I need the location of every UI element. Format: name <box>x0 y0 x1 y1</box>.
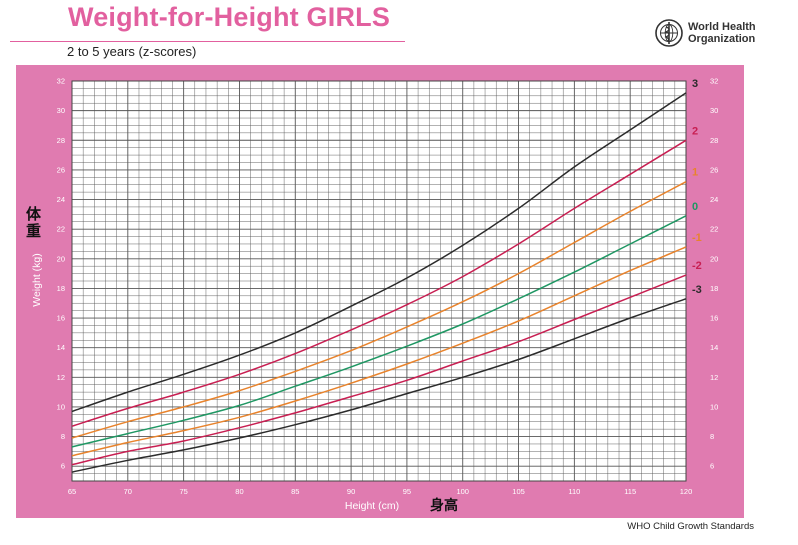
curve-labels: 3 2 1 0 -1 -2 -3 <box>692 78 702 296</box>
y-axis-label-cn-char-1: 体 <box>26 205 42 223</box>
x-axis-ticks: 65 70 75 80 85 90 95 100 105 110 115 120 <box>68 487 692 496</box>
x-tick-label: 105 <box>512 487 525 496</box>
page-title: Weight-for-Height GIRLS <box>68 2 391 32</box>
y-tick-label-right: 16 <box>710 314 718 323</box>
y-tick-label-left: 12 <box>57 373 65 382</box>
org-name-line1: World Health <box>688 21 756 33</box>
y-tick-label-right: 32 <box>710 77 718 86</box>
y-tick-label-left: 22 <box>57 225 65 234</box>
x-axis-label-cn: 身高 <box>430 497 458 514</box>
y-tick-label-right: 20 <box>710 254 718 263</box>
y-tick-label-left: 24 <box>57 195 65 204</box>
y-tick-label-left: 32 <box>57 77 65 86</box>
y-tick-label-right: 18 <box>710 284 718 293</box>
org-name: World Health Organization <box>688 21 756 45</box>
x-tick-label: 70 <box>124 487 132 496</box>
org-name-line2: Organization <box>688 33 756 45</box>
y-axis-label: Weight (kg) <box>31 253 43 307</box>
x-tick-label: 75 <box>179 487 187 496</box>
curve-label-z2: 2 <box>692 125 698 137</box>
y-tick-label-left: 26 <box>57 165 65 174</box>
chart-grid <box>71 80 687 482</box>
page-subtitle: 2 to 5 years (z-scores) <box>67 44 197 59</box>
curve-label-z1: 1 <box>692 167 698 179</box>
y-tick-label-right: 14 <box>710 343 718 352</box>
curve-z-2 <box>71 274 687 466</box>
y-tick-label-right: 24 <box>710 195 718 204</box>
y-tick-label-left: 18 <box>57 284 65 293</box>
weight-for-height-chart: 65 70 75 80 85 90 95 100 105 110 115 120 6810121416… <box>16 65 744 518</box>
y-tick-label-right: 30 <box>710 106 718 115</box>
y-tick-label-left: 20 <box>57 254 65 263</box>
x-tick-label: 115 <box>624 487 636 496</box>
y-tick-label-left: 16 <box>57 314 65 323</box>
y-axis-ticks-right: 6 8 10 12 14 16 18 20 22 24 26 28 30 32 <box>710 77 718 471</box>
x-tick-label: 65 <box>68 487 76 496</box>
curve-z-1 <box>71 246 687 457</box>
x-tick-label: 120 <box>680 487 693 496</box>
curve-label-z-2: -2 <box>692 260 702 272</box>
curve-z2 <box>71 139 687 427</box>
curve-z-3 <box>71 298 687 473</box>
x-tick-label: 80 <box>235 487 243 496</box>
curve-z3 <box>71 92 687 413</box>
title-divider <box>10 41 405 42</box>
y-tick-label-right: 10 <box>710 402 718 411</box>
x-tick-label: 110 <box>568 487 580 496</box>
y-tick-label-right: 28 <box>710 136 718 145</box>
y-tick-label-left: 28 <box>57 136 65 145</box>
who-emblem-icon <box>655 19 683 47</box>
curve-z1 <box>71 181 687 439</box>
y-axis-ticks-left: 6 8 10 12 14 16 18 20 22 24 26 28 30 32 <box>57 77 65 471</box>
y-tick-label-right: 26 <box>710 165 718 174</box>
x-tick-label: 85 <box>291 487 299 496</box>
plot-border <box>71 80 687 482</box>
footer-credit: WHO Child Growth Standards <box>627 521 754 532</box>
y-tick-label-right: 8 <box>710 432 714 441</box>
x-tick-label: 95 <box>403 487 411 496</box>
curve-z0 <box>71 215 687 448</box>
curve-label-z3: 3 <box>692 78 698 90</box>
y-tick-label-left: 8 <box>61 432 65 441</box>
x-tick-label: 90 <box>347 487 355 496</box>
curve-label-z0: 0 <box>692 201 698 213</box>
chart-curves <box>71 92 687 473</box>
x-axis-label: Height (cm) <box>345 500 399 512</box>
curve-label-z-3: -3 <box>692 284 702 296</box>
y-tick-label-right: 12 <box>710 373 718 382</box>
y-axis-label-cn: 体 重 <box>26 205 46 240</box>
y-tick-label-left: 10 <box>57 402 65 411</box>
y-tick-label-left: 30 <box>57 106 65 115</box>
y-axis-label-cn-char-2: 重 <box>26 222 41 240</box>
y-tick-label-right: 22 <box>710 225 718 234</box>
y-tick-label-right: 6 <box>710 462 714 471</box>
y-tick-label-left: 6 <box>61 462 65 471</box>
x-tick-label: 100 <box>456 487 469 496</box>
y-tick-label-left: 14 <box>57 343 65 352</box>
curve-label-z-1: -1 <box>692 232 702 244</box>
